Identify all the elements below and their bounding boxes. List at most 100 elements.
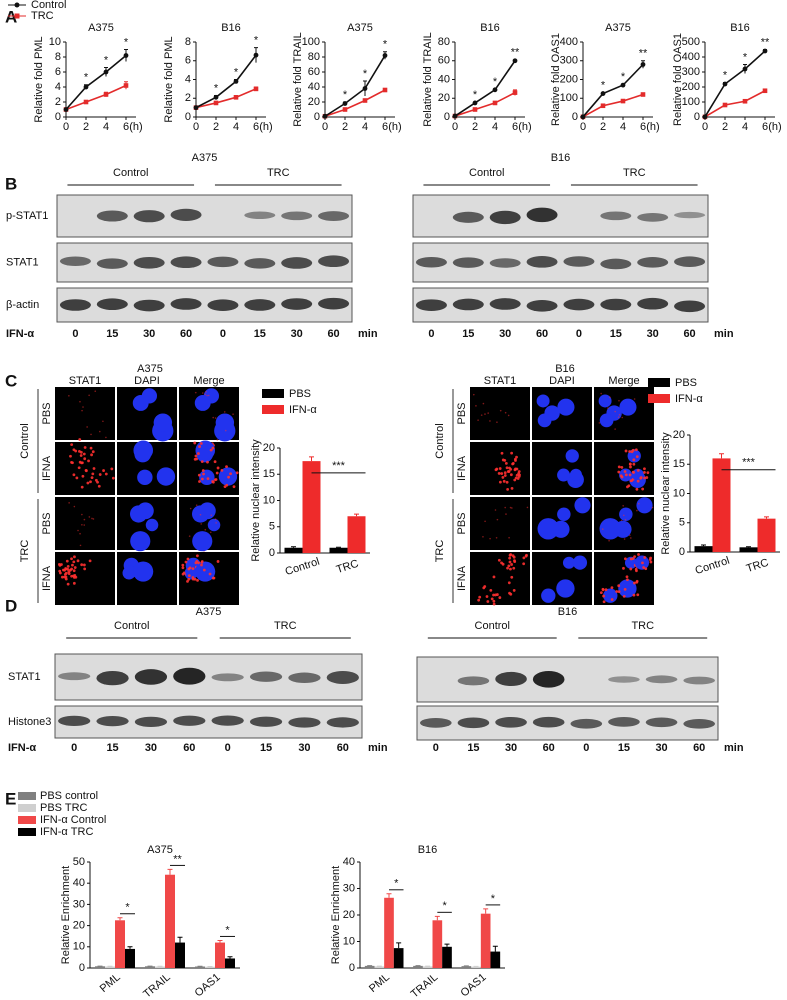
micrograph	[55, 552, 115, 605]
stat1-signal	[617, 584, 621, 588]
stat1-signal	[501, 562, 505, 566]
significance-label: *	[493, 76, 498, 88]
nucleus	[627, 449, 641, 463]
stat1-signal	[478, 595, 482, 599]
stat1-signal	[631, 470, 635, 474]
stat1-signal	[204, 528, 207, 531]
y-tick-label: 4	[185, 73, 191, 85]
lane-label: 0	[583, 742, 589, 754]
stat1-signal	[82, 406, 84, 408]
nucleus	[569, 468, 582, 481]
lane-label: 30	[291, 328, 303, 340]
stat1-signal	[490, 597, 494, 601]
stat1-signal	[509, 473, 513, 477]
significance-label: **	[511, 47, 520, 59]
nucleus	[133, 440, 154, 461]
stat1-signal	[505, 480, 509, 484]
y-axis-label: Relative fold OAS1	[672, 33, 684, 126]
blot-band	[495, 716, 527, 728]
error-bar	[177, 936, 183, 943]
significance-label: *	[491, 893, 496, 905]
data-point	[702, 114, 708, 120]
blot-band	[683, 718, 715, 729]
stat1-signal	[195, 504, 198, 507]
stat1-signal	[223, 411, 226, 413]
stat1-signal	[618, 414, 621, 416]
series-line	[704, 90, 766, 118]
stat1-signal	[515, 455, 518, 459]
group-label: Control	[469, 167, 504, 179]
group-label: TRC	[631, 620, 654, 632]
stat1-signal	[637, 502, 640, 505]
stat1-signal	[98, 473, 102, 476]
stat1-signal	[489, 588, 493, 592]
y-tick-label: 200	[682, 81, 700, 93]
x-tick-label: 4	[103, 121, 109, 133]
series-line	[454, 91, 516, 117]
stat1-signal	[88, 559, 92, 563]
data-point	[83, 84, 89, 90]
y-tick-label: 2	[55, 96, 61, 108]
y-tick-label: 20	[673, 429, 685, 441]
stat1-signal	[78, 460, 82, 464]
stat1-signal	[633, 398, 636, 400]
x-tick-label: 0	[193, 121, 199, 133]
stat1-signal	[646, 471, 650, 475]
stat1-signal	[211, 446, 215, 450]
bar	[215, 942, 225, 968]
y-tick-label: 0	[314, 111, 320, 123]
stat1-signal	[187, 574, 191, 577]
nucleus	[536, 394, 550, 408]
stat1-signal	[643, 467, 646, 471]
blot-band	[637, 257, 669, 268]
y-axis-label: Relative fold OAS1	[550, 33, 562, 126]
blot-band	[452, 257, 484, 268]
stat1-signal	[69, 454, 72, 458]
blot-band	[526, 207, 558, 223]
nucleus	[636, 497, 653, 514]
significance-label: **	[173, 853, 182, 865]
stat1-signal	[525, 553, 528, 557]
lane-label: 0	[220, 328, 226, 340]
error-bar	[354, 513, 359, 517]
stat1-signal	[71, 461, 74, 465]
y-tick-label: 10	[343, 935, 355, 947]
lane-label: 15	[467, 742, 479, 754]
x-tick-label: 4	[492, 121, 498, 133]
row-label: β-actin	[6, 299, 39, 311]
group-label: Control	[114, 620, 149, 632]
lane-label: 15	[462, 328, 474, 340]
y-tick-label: 10	[673, 487, 685, 499]
x-tick-label: 2	[472, 121, 478, 133]
x-tick-label: 6	[253, 121, 259, 133]
stat1-signal	[632, 458, 636, 462]
error-bar	[444, 943, 450, 947]
channel-label: Merge	[193, 375, 224, 387]
series-line	[65, 54, 127, 111]
data-point	[762, 88, 768, 94]
stat1-signal	[633, 555, 637, 559]
lane-label: 30	[143, 328, 155, 340]
bar	[757, 518, 776, 552]
stat1-signal	[80, 563, 84, 567]
stat1-signal	[225, 483, 229, 487]
row-label: STAT1	[6, 256, 39, 268]
stat1-signal	[72, 581, 76, 585]
stat1-signal	[645, 476, 649, 479]
stat1-signal	[89, 446, 93, 450]
y-axis-label: Relative fold PML	[33, 36, 45, 122]
stat1-signal	[215, 522, 217, 524]
nucleus	[129, 505, 148, 523]
stat1-signal	[64, 577, 68, 581]
stat1-signal	[619, 474, 623, 478]
data-point	[322, 113, 328, 119]
data-point	[213, 94, 219, 100]
stat1-signal	[214, 518, 217, 520]
stat1-signal	[648, 558, 652, 561]
bar	[155, 966, 165, 968]
stat1-signal	[508, 556, 512, 560]
significance-label: ***	[742, 457, 756, 469]
stat1-signal	[496, 421, 498, 423]
stat1-signal	[200, 560, 204, 564]
stat1-signal	[89, 480, 92, 484]
